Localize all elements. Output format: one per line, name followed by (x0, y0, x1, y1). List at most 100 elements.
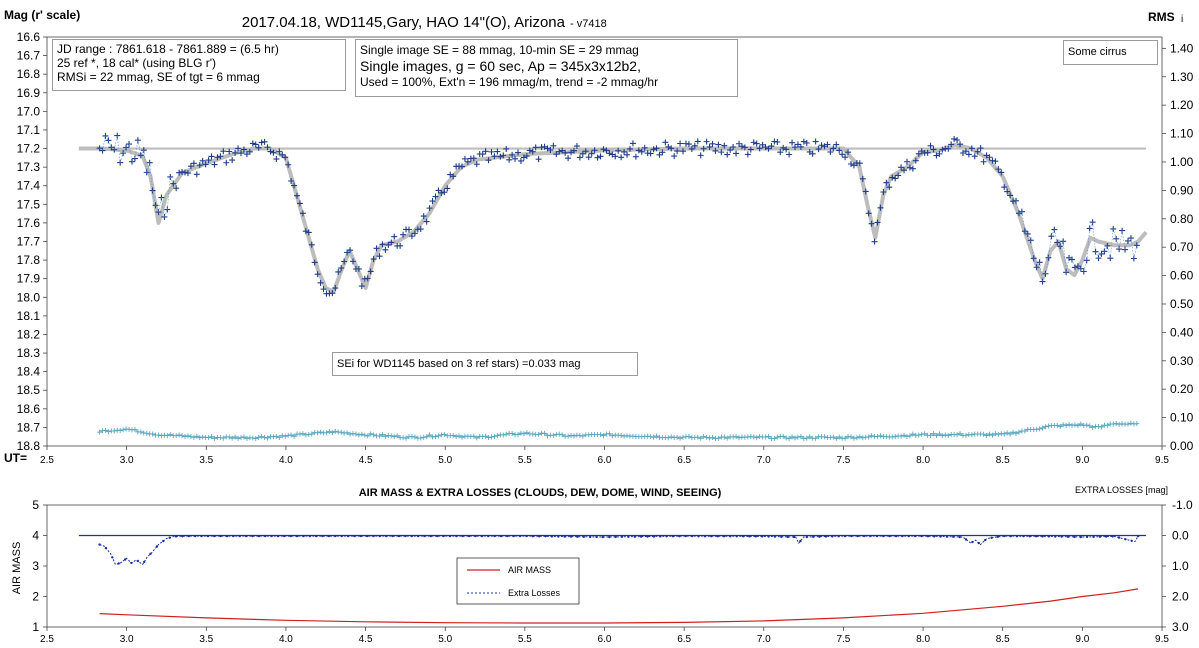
lightcurve-point (1042, 270, 1049, 277)
lightcurve-point (1033, 264, 1040, 271)
lightcurve-connector (134, 140, 139, 159)
extra-losses-point (289, 534, 292, 538)
extra-losses-point (518, 534, 522, 538)
extra-losses-point (359, 534, 362, 538)
lightcurve-point (317, 279, 324, 286)
lightcurve-point (715, 141, 722, 148)
y-tick-label: 18.2 (17, 327, 41, 341)
extra-losses-point (436, 534, 439, 538)
extra-losses-point (512, 534, 515, 538)
extra-losses-point (334, 534, 337, 538)
lightcurve-point (889, 174, 896, 181)
extra-losses-point (1079, 535, 1083, 539)
extra-losses-point (378, 534, 382, 538)
lightcurve-point (293, 192, 300, 199)
lightcurve-point (638, 148, 645, 155)
y-tick-label: 18.6 (17, 402, 41, 416)
extra-losses-point (1098, 535, 1102, 538)
lightcurve-point (756, 145, 763, 152)
lightcurve-point (184, 170, 191, 177)
lightcurve-point (1086, 225, 1093, 232)
extra-losses-point (799, 539, 802, 543)
extra-losses-point (1073, 535, 1076, 539)
lightcurve-point (288, 178, 295, 184)
lightcurve-point (1004, 188, 1011, 195)
bottom-y-tick-label: 4 (32, 529, 39, 543)
extra-losses-point (862, 534, 866, 538)
extra-losses-point (958, 535, 961, 539)
lightcurve-point (255, 144, 262, 151)
y-tick-label: 17.4 (17, 179, 41, 193)
lightcurve-point (753, 140, 760, 147)
legend-airmass-label: AIR MASS (508, 565, 551, 575)
lightcurve-point (789, 139, 796, 146)
lightcurve-point (700, 145, 707, 152)
bottom-x-axis-ticks: 2.5 3.0 3.5 4.0 4.5 5.0 5.5 6.0 6.5 7.0 7.5 8.0 8.5 9… (40, 627, 1169, 645)
lightcurve-point (196, 162, 203, 169)
lightcurve-point (332, 285, 339, 292)
extra-losses-point (722, 535, 726, 538)
extra-losses-point (506, 534, 509, 538)
lightcurve-connector (1074, 265, 1079, 268)
lightcurve-point (874, 219, 881, 226)
extra-losses-point (805, 535, 808, 539)
lightcurve-point (520, 154, 527, 161)
extra-losses-point (952, 535, 955, 538)
x-tick-label: 2.5 (40, 455, 54, 466)
lightcurve-point (768, 143, 775, 150)
extra-losses-point (1060, 535, 1063, 538)
lightcurve-point (665, 143, 672, 150)
bottom-x-tick-label: 8.0 (916, 634, 930, 645)
extra-losses-point (773, 535, 777, 538)
lightcurve-point (809, 150, 816, 157)
bottom-x-tick-label: 6.5 (677, 634, 691, 645)
extra-losses-point (404, 534, 407, 538)
lightcurve-connector (1121, 230, 1126, 250)
extra-losses-point (888, 534, 891, 538)
extra-losses-line (99, 535, 1139, 566)
lightcurve-point (674, 148, 681, 155)
lightcurve-point (509, 151, 516, 158)
lightcurve-point (152, 202, 159, 209)
lightcurve-point (815, 146, 822, 153)
lightcurve-point (308, 241, 315, 248)
extra-losses-point (98, 543, 101, 546)
lightcurve-point (886, 184, 893, 191)
x-tick-label: 9.5 (1155, 455, 1169, 466)
airmass-line (99, 588, 1139, 624)
extra-losses-point (786, 535, 789, 539)
extra-losses-point (869, 534, 872, 538)
lightcurve-connector (114, 135, 118, 150)
y2-tick-label: 0.10 (1170, 411, 1194, 425)
lightcurve-point (680, 148, 687, 155)
extra-losses-point (232, 534, 235, 538)
bottom-x-tick-label: 7.5 (836, 634, 850, 645)
lightcurve-connector (1039, 262, 1043, 282)
lightcurve-point (856, 160, 863, 167)
lightcurve-connector (1048, 236, 1052, 258)
lightcurve-point (1024, 230, 1031, 237)
y2-tick-label: 1.20 (1170, 98, 1194, 112)
extra-losses-point (1054, 535, 1057, 538)
y-tick-label: 17.3 (17, 160, 41, 174)
extra-losses-point (894, 534, 898, 538)
lightcurve-point (641, 144, 648, 151)
extra-losses-point (939, 535, 942, 538)
lightcurve-point (697, 152, 704, 159)
lightcurve-point (444, 185, 451, 192)
lightcurve-point (291, 182, 298, 189)
lightcurve-point (603, 147, 610, 154)
lightcurve-point (491, 153, 498, 160)
lightcurve-point (432, 193, 439, 200)
bottom-legend: AIR MASS Extra Losses (456, 557, 580, 605)
bottom-x-tick-label: 3.0 (120, 634, 134, 645)
lightcurve-point (632, 153, 639, 160)
lightcurve-point (703, 138, 710, 145)
extra-losses-point (397, 534, 401, 538)
extra-losses-point (162, 539, 165, 543)
y-axis-label-right: RMS (1148, 10, 1175, 24)
x-tick-label: 7.5 (836, 455, 850, 466)
lightcurve-point (824, 141, 831, 148)
extra-losses-point (837, 535, 840, 538)
lightcurve-point (485, 157, 492, 164)
